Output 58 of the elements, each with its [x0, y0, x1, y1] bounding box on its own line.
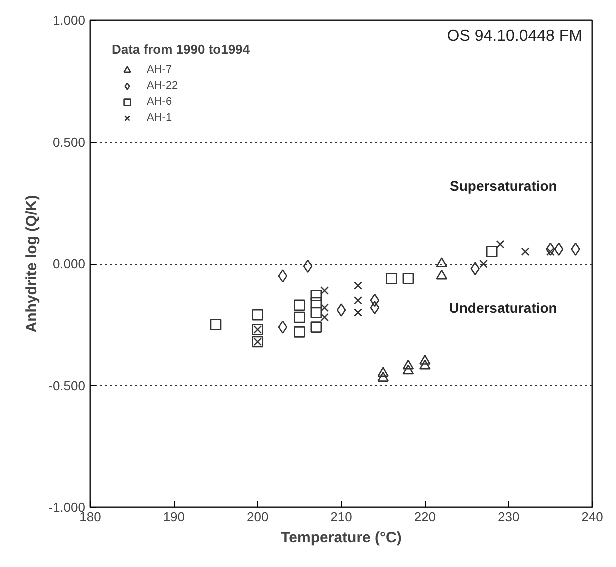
point	[521, 248, 530, 256]
point	[486, 246, 498, 258]
x-tick-label: 220	[414, 510, 436, 524]
point	[310, 290, 322, 302]
point	[378, 372, 389, 382]
legend-title: Data from 1990 to1994	[112, 42, 250, 57]
x-tick-label: 210	[330, 510, 352, 524]
legend-label: AH-7	[147, 64, 172, 76]
point	[402, 364, 414, 375]
annotation: Undersaturation	[449, 300, 558, 316]
y-tick-label: -0.500	[48, 378, 86, 394]
point	[554, 242, 564, 256]
point	[436, 270, 448, 280]
point	[420, 354, 431, 365]
point	[354, 308, 362, 317]
point	[310, 297, 322, 309]
point	[294, 312, 306, 324]
point	[386, 272, 398, 284]
point	[370, 294, 380, 308]
legend-label: AH-22	[147, 80, 178, 92]
x-tick-label: 230	[498, 510, 520, 524]
point	[546, 248, 555, 256]
point	[320, 286, 329, 295]
y-axis-title: Anhydrite log (Q/K)	[24, 195, 41, 333]
point	[354, 282, 362, 290]
legend-label: AH-1	[147, 112, 172, 124]
point	[320, 313, 329, 322]
point	[210, 319, 222, 331]
point	[402, 272, 414, 284]
x-tick-label: 240	[582, 510, 604, 524]
point	[278, 270, 288, 283]
annotation: Supersaturation	[450, 178, 558, 194]
point	[336, 304, 346, 317]
point	[378, 367, 389, 378]
y-tick-label: 1.000	[52, 13, 86, 28]
point	[436, 258, 448, 268]
point	[480, 260, 488, 268]
y-tick-label: 0.500	[52, 134, 86, 150]
point	[420, 360, 431, 370]
point	[294, 326, 306, 338]
point	[354, 296, 362, 305]
x-axis-title: Temperature (°C)	[281, 530, 402, 546]
point	[470, 262, 480, 276]
point	[370, 301, 380, 314]
point	[310, 307, 322, 318]
x-tick-label: 200	[246, 510, 269, 524]
point	[310, 322, 322, 333]
point	[252, 309, 264, 321]
point	[496, 240, 505, 249]
point	[278, 320, 288, 334]
point	[303, 260, 313, 274]
point	[294, 300, 306, 312]
point	[402, 360, 414, 370]
annotation: OS 94.10.0448 FM	[447, 28, 582, 45]
legend-label: AH-6	[147, 96, 172, 108]
point	[320, 304, 329, 312]
x-tick-label: 190	[163, 510, 186, 524]
y-tick-label: 0.000	[52, 256, 86, 272]
